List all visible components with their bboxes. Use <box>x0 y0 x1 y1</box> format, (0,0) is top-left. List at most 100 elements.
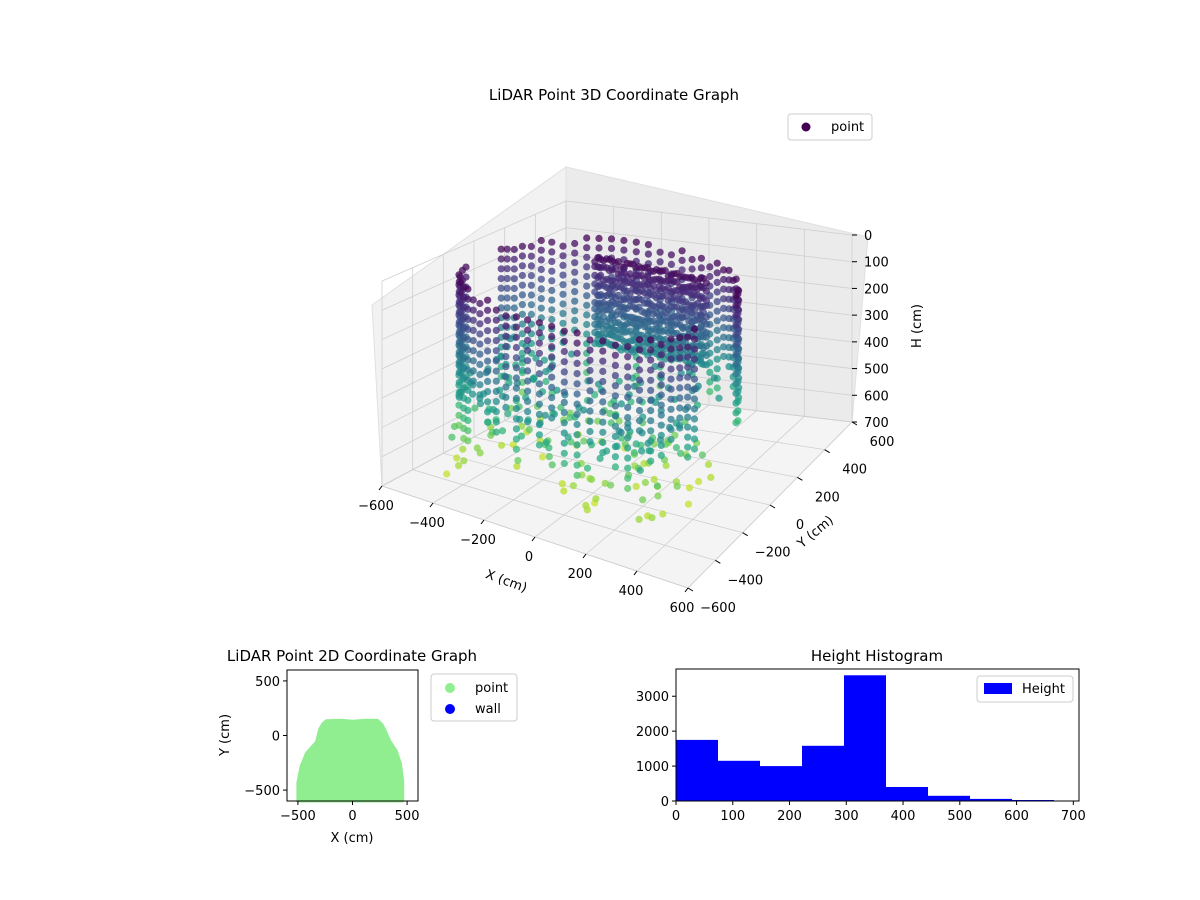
legend-2d-point-label: point <box>475 681 508 696</box>
point-3d <box>469 357 477 365</box>
point-3d <box>464 346 472 354</box>
point-3d <box>657 361 665 369</box>
point-3d <box>599 449 607 457</box>
point-3d <box>630 449 638 457</box>
point-3d <box>635 376 644 384</box>
point-3d <box>720 266 728 274</box>
point-3d <box>690 355 699 363</box>
point-3d <box>654 492 662 500</box>
point-3d <box>667 395 675 403</box>
point-3d <box>518 355 526 363</box>
point-3d <box>527 291 536 299</box>
point-3d <box>678 247 686 255</box>
point-3d <box>548 414 556 422</box>
point-3d <box>518 330 527 338</box>
point-3d <box>624 424 632 432</box>
point-3d <box>702 313 711 321</box>
point-3d <box>684 373 692 381</box>
point-3d <box>624 353 632 361</box>
histogram-bar <box>718 760 760 801</box>
point-3d <box>702 351 711 360</box>
point-3d <box>548 404 556 412</box>
point-3d <box>518 310 527 318</box>
point-3d <box>559 290 567 298</box>
point-3d <box>676 384 684 392</box>
point-3d <box>676 424 684 432</box>
point-3d <box>702 361 711 369</box>
point-3d <box>579 406 588 414</box>
point-3d <box>573 390 581 398</box>
y-tick-mark-3d <box>687 587 694 592</box>
legend-histogram-frame <box>976 675 1074 703</box>
grid-line-h <box>381 227 853 311</box>
point-3d <box>464 396 472 404</box>
histogram-bar <box>886 787 928 801</box>
point-3d <box>599 398 607 406</box>
point-3d <box>684 353 692 361</box>
point-3d <box>538 453 547 461</box>
point-3d <box>713 307 721 315</box>
z-tick-labels-3d: 0 100 200 300 400 500 600 700 <box>852 229 889 431</box>
point-3d <box>656 436 665 444</box>
point-3d <box>537 246 545 254</box>
histogram-bar <box>844 675 886 801</box>
point-3d <box>732 389 740 397</box>
point-3d <box>469 296 477 304</box>
point-3d <box>732 341 740 349</box>
point-3d <box>464 406 472 414</box>
point-3d <box>518 291 527 299</box>
point-3d <box>484 398 492 406</box>
point-3d <box>548 373 556 381</box>
point-3d <box>476 310 484 318</box>
z-tick-label-3d: 0 <box>864 229 872 244</box>
point-3d <box>537 285 545 293</box>
point-3d <box>512 374 521 382</box>
point-3d <box>548 248 556 256</box>
point-3d <box>573 339 581 347</box>
point-3d <box>484 377 492 385</box>
point-3d <box>484 316 492 325</box>
point-cloud-3d <box>443 234 743 524</box>
point-3d <box>647 447 655 455</box>
point-3d <box>688 255 696 264</box>
hist-y-tick-label: 0 <box>661 795 669 810</box>
point-3d <box>713 298 721 306</box>
point-3d <box>657 411 665 419</box>
point-3d <box>635 366 644 374</box>
point-3d <box>512 323 521 331</box>
x-tick-mark-3d <box>378 485 383 491</box>
point-3d <box>732 370 740 378</box>
point-3d <box>635 396 644 404</box>
point-3d <box>548 353 556 361</box>
point-3d <box>599 357 607 365</box>
point-3d <box>450 422 459 431</box>
point-3d <box>617 400 626 408</box>
point-3d <box>510 265 518 273</box>
point-3d <box>512 425 521 433</box>
point-3d <box>535 431 544 439</box>
legend-histogram-label: Height <box>1022 682 1065 697</box>
point-3d <box>560 487 568 495</box>
point-3d <box>568 350 576 358</box>
point-3d <box>464 295 472 303</box>
x-tick-label-3d: −400 <box>409 516 445 531</box>
point-3d <box>657 401 665 409</box>
point-3d <box>514 456 522 465</box>
point-3d <box>599 388 607 396</box>
point-3d <box>656 258 664 266</box>
point-3d <box>492 337 500 345</box>
point-3d <box>647 336 655 344</box>
point-3d <box>702 302 711 310</box>
point-3d <box>624 403 632 411</box>
point-3d <box>732 292 740 300</box>
point-3d <box>492 428 500 436</box>
point-3d <box>684 403 692 411</box>
point-3d <box>559 242 567 250</box>
point-3d <box>611 372 620 380</box>
point-3d <box>599 377 607 386</box>
height-histogram: Height Histogram 0 100 200 300 400 500 600 7000… <box>636 647 1086 824</box>
point-3d <box>684 333 692 341</box>
point-3d <box>535 441 544 449</box>
point-3d <box>685 484 694 492</box>
point-3d <box>560 388 568 396</box>
